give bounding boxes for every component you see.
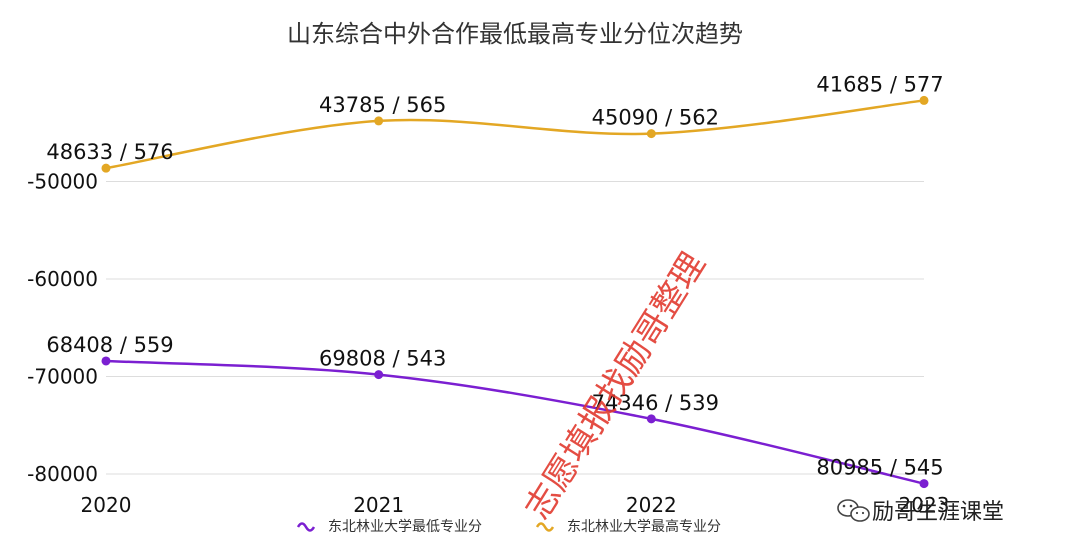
chart-title: 山东综合中外合作最低最高专业分位次趋势 (287, 20, 743, 48)
data-label: 48633 / 576 (46, 140, 173, 164)
x-tick-label: 2022 (626, 493, 677, 517)
data-point[interactable] (646, 414, 656, 424)
data-point[interactable] (374, 116, 384, 126)
data-label: 43785 / 565 (319, 93, 446, 117)
data-label: 69808 / 543 (319, 347, 446, 371)
data-labels: 68408 / 559 69808 / 543 74346 / 539 80985 /… (46, 72, 943, 479)
legend-swatch (296, 522, 316, 532)
series-line (105, 99, 925, 170)
wechat-icon (837, 499, 870, 522)
legend-label: 东北林业大学最高专业分 (567, 518, 721, 535)
data-point[interactable] (646, 129, 656, 139)
legend-label: 东北林业大学最低专业分 (328, 519, 482, 535)
legend-item[interactable]: 东北林业大学最低专业分 (296, 519, 482, 535)
grid-lines (106, 181, 924, 475)
x-tick-label: 2023 (899, 493, 950, 517)
y-tick-label: -60000 (27, 267, 98, 291)
legend[interactable]: 东北林业大学最低专业分 东北林业大学最高专业分 (296, 518, 721, 535)
data-label: 80985 / 545 (816, 456, 943, 480)
y-tick-label: -70000 (27, 365, 98, 389)
brand-name: 励哥生涯课堂 (872, 500, 1004, 525)
x-tick-label: 2020 (81, 493, 132, 517)
y-tick-label: -80000 (27, 462, 98, 486)
y-tick-label: -50000 (27, 170, 98, 194)
data-point[interactable] (101, 356, 111, 366)
series-line (105, 359, 925, 485)
x-axis: 2020 2021 2022 2023 (81, 493, 950, 517)
legend-item[interactable]: 东北林业大学最高专业分 (535, 518, 721, 535)
data-label: 41685 / 577 (816, 72, 943, 96)
data-label: 68408 / 559 (46, 333, 173, 357)
x-tick-label: 2021 (353, 493, 404, 517)
data-point[interactable] (919, 479, 929, 489)
brand-logo: 励哥生涯课堂 (837, 499, 1004, 525)
data-label: 45090 / 562 (592, 106, 719, 130)
legend-swatch (535, 522, 555, 532)
data-label: 74346 / 539 (592, 391, 719, 415)
y-axis: -50000 -60000 -70000 -80000 (27, 170, 98, 487)
series-lines (101, 95, 929, 489)
data-point[interactable] (919, 95, 929, 105)
data-point[interactable] (101, 163, 111, 173)
data-point[interactable] (374, 370, 384, 380)
watermark-text: 志愿填报找励哥整理 (518, 246, 714, 527)
